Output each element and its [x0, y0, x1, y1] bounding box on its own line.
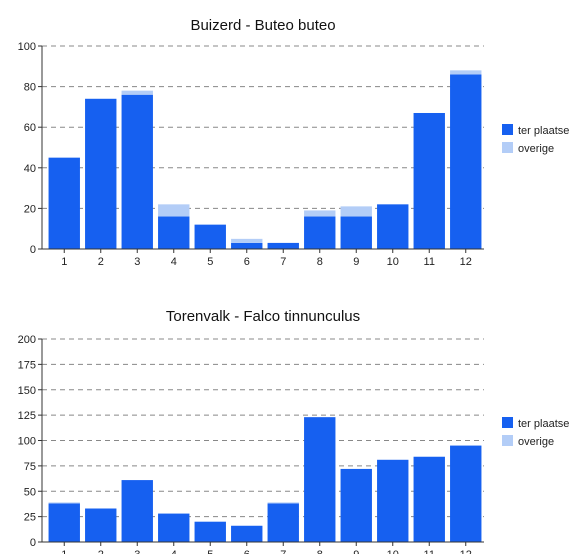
bar-ter-plaatse	[340, 468, 372, 542]
x-tick-label: 6	[244, 256, 250, 268]
bar-overige	[231, 238, 263, 243]
x-tick-label: 4	[171, 549, 177, 554]
y-tick-label: 175	[18, 359, 36, 371]
legend-swatch	[502, 142, 513, 153]
y-tick-label: 60	[24, 122, 36, 134]
x-tick-label: 3	[134, 549, 140, 554]
x-tick-label: 12	[460, 256, 472, 268]
bar-ter-plaatse	[231, 525, 263, 542]
bar-ter-plaatse	[304, 216, 336, 249]
legend-label: ter plaatse	[518, 125, 569, 137]
bar-ter-plaatse	[377, 204, 409, 249]
y-tick-label: 125	[18, 410, 36, 422]
bar-ter-plaatse	[267, 242, 299, 249]
bar-overige	[304, 210, 336, 217]
bar-ter-plaatse	[48, 157, 80, 249]
bar-ter-plaatse	[231, 242, 263, 249]
bar-overige	[48, 502, 80, 504]
x-tick-label: 8	[317, 256, 323, 268]
bar-ter-plaatse	[194, 521, 226, 542]
y-tick-label: 40	[24, 163, 36, 175]
bar-overige	[340, 206, 372, 217]
bar-ter-plaatse	[194, 224, 226, 249]
bar-ter-plaatse	[450, 74, 482, 249]
legend-label: overige	[518, 436, 554, 448]
legend-label: ter plaatse	[518, 418, 569, 430]
y-tick-label: 50	[24, 486, 36, 498]
legend-label: overige	[518, 143, 554, 155]
bar-overige	[158, 204, 190, 217]
y-tick-label: 150	[18, 385, 36, 397]
x-tick-label: 8	[317, 549, 323, 554]
x-tick-label: 7	[280, 549, 286, 554]
bar-ter-plaatse	[158, 216, 190, 249]
bar-overige	[267, 502, 299, 504]
y-tick-label: 25	[24, 512, 36, 524]
x-tick-label: 2	[98, 256, 104, 268]
bar-ter-plaatse	[304, 417, 336, 542]
x-tick-label: 2	[98, 549, 104, 554]
y-tick-label: 200	[18, 334, 36, 346]
x-tick-label: 12	[460, 549, 472, 554]
x-tick-label: 4	[171, 256, 177, 268]
bar-ter-plaatse	[158, 513, 190, 542]
bar-overige	[121, 90, 153, 95]
y-tick-label: 75	[24, 461, 36, 473]
bar-ter-plaatse	[85, 508, 117, 542]
x-tick-label: 5	[207, 549, 213, 554]
legend-swatch	[502, 435, 513, 446]
x-tick-label: 7	[280, 256, 286, 268]
y-tick-label: 0	[30, 244, 36, 256]
x-tick-label: 1	[61, 549, 67, 554]
legend-swatch	[502, 417, 513, 428]
bar-ter-plaatse	[413, 112, 445, 250]
bar-ter-plaatse	[121, 480, 153, 542]
x-tick-label: 11	[424, 549, 435, 554]
x-tick-label: 11	[424, 256, 435, 268]
chart-title: Torenvalk - Falco tinnunculus	[166, 308, 360, 325]
x-tick-label: 9	[353, 549, 359, 554]
x-tick-label: 10	[387, 549, 399, 554]
y-tick-label: 100	[18, 436, 36, 448]
x-tick-label: 3	[134, 256, 140, 268]
legend-swatch	[502, 124, 513, 135]
bar-ter-plaatse	[121, 94, 153, 249]
bar-ter-plaatse	[85, 98, 117, 249]
bar-ter-plaatse	[450, 445, 482, 542]
x-tick-label: 6	[244, 549, 250, 554]
bar-ter-plaatse	[48, 503, 80, 542]
y-tick-label: 0	[30, 537, 36, 549]
chart-2: Torenvalk - Falco tinnunculus02550751001…	[18, 308, 570, 554]
x-tick-label: 9	[353, 256, 359, 268]
y-tick-label: 80	[24, 82, 36, 94]
bar-ter-plaatse	[377, 459, 409, 542]
x-tick-label: 10	[387, 256, 399, 268]
y-tick-label: 100	[18, 41, 36, 53]
bar-ter-plaatse	[413, 456, 445, 542]
bar-ter-plaatse	[267, 503, 299, 542]
x-tick-label: 5	[207, 256, 213, 268]
chart-title: Buizerd - Buteo buteo	[190, 17, 335, 34]
y-tick-label: 20	[24, 203, 36, 215]
x-tick-label: 1	[61, 256, 67, 268]
bar-ter-plaatse	[340, 216, 372, 249]
bar-overige	[450, 70, 482, 75]
